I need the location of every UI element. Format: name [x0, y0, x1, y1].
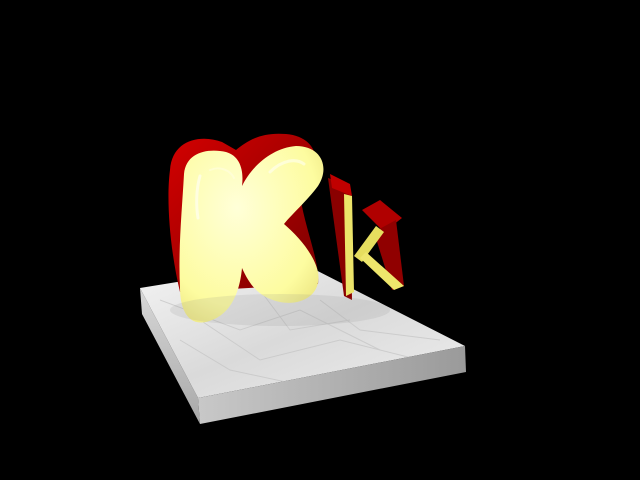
big-k-face — [179, 146, 324, 323]
base-front-face — [140, 288, 200, 424]
base-right-face — [198, 346, 466, 424]
letter-k-uppercase — [168, 133, 324, 323]
letter-shadow — [170, 294, 390, 326]
big-k-highlight — [195, 174, 202, 220]
letter-k-lowercase — [328, 174, 404, 300]
small-k-lower-leg — [360, 252, 404, 290]
small-k-stem — [344, 194, 354, 296]
small-k-upper-arm — [354, 226, 384, 262]
